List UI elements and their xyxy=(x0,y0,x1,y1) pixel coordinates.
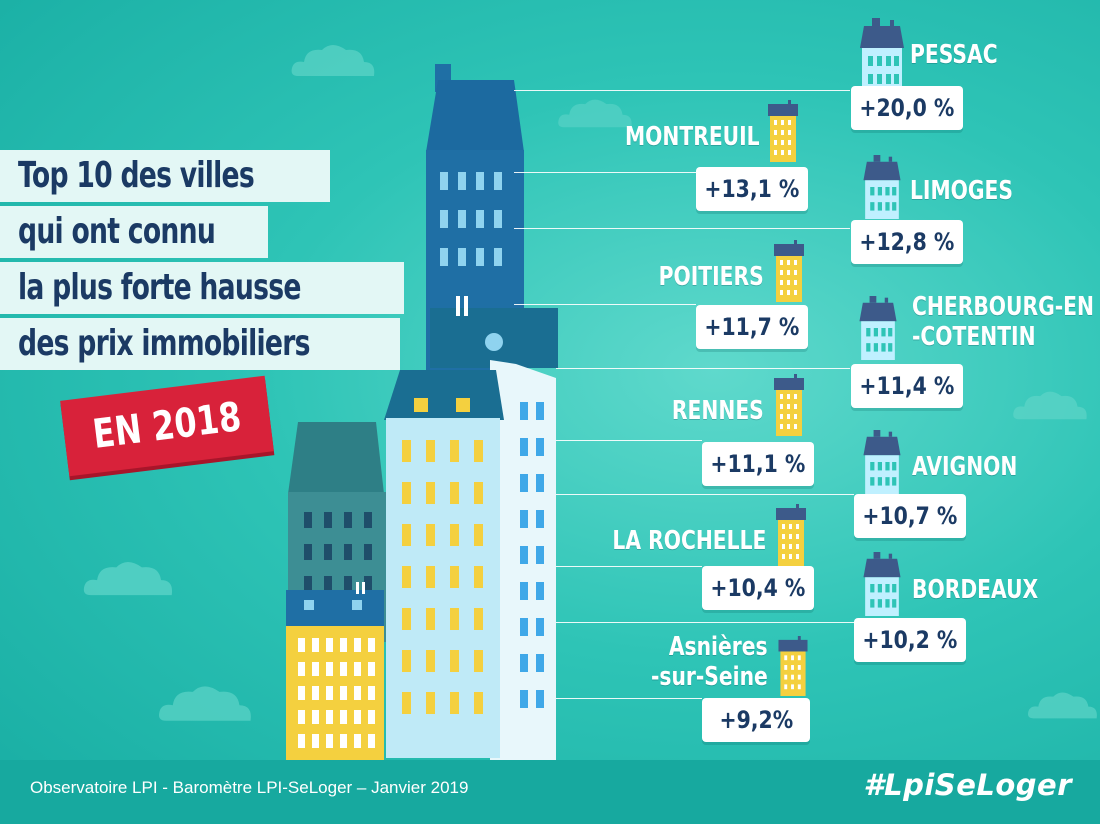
change-badge-limoges: +12,8 % xyxy=(851,220,963,264)
yellow-building-icon xyxy=(774,374,804,436)
connector-line xyxy=(514,172,696,173)
yellow-building-icon xyxy=(778,636,808,696)
connector-line xyxy=(556,566,702,567)
connector-line xyxy=(556,368,850,369)
yellow-building-icon xyxy=(774,240,804,302)
city-name-poitiers: POITIERS xyxy=(658,262,764,292)
city-name-bordeaux: BORDEAUX xyxy=(912,575,1039,605)
building-cluster-illustration xyxy=(286,64,558,760)
yellow-building-icon xyxy=(776,504,806,566)
year-badge: EN 2018 xyxy=(60,375,274,477)
connector-line xyxy=(514,304,696,305)
connector-line xyxy=(556,494,854,495)
source-credit: Observatoire LPI - Baromètre LPI-SeLoger… xyxy=(30,778,469,797)
city-name-limoges: LIMOGES xyxy=(910,176,1013,206)
cloud-decoration xyxy=(1028,692,1097,719)
footer-bar xyxy=(0,760,1100,824)
city-name-pessac: PESSAC xyxy=(910,40,998,70)
house-icon xyxy=(860,18,904,94)
cloud-decoration xyxy=(83,562,173,596)
city-name-cherbourg-line2: -COTENTIN xyxy=(912,322,1036,352)
change-badge-asnieres: +9,2% xyxy=(702,698,810,742)
cloud-decoration xyxy=(159,686,251,721)
cloud-decoration xyxy=(291,45,375,76)
house-icon xyxy=(863,430,901,494)
title-line-3: la plus forte hausse xyxy=(0,262,404,314)
city-name-asnieres-line2: -sur-Seine xyxy=(651,662,768,692)
city-name-rennes: RENNES xyxy=(672,396,764,426)
city-name-asnieres-line1: Asnières xyxy=(669,632,768,662)
change-badge-montreuil: +13,1 % xyxy=(696,167,808,211)
title-line-2: qui ont connu xyxy=(0,206,268,258)
city-name-la-rochelle: LA ROCHELLE xyxy=(612,526,766,556)
city-name-cherbourg-line1: CHERBOURG-EN xyxy=(912,292,1094,322)
change-badge-avignon: +10,7 % xyxy=(854,494,966,538)
house-icon xyxy=(859,296,897,360)
change-badge-poitiers: +11,7 % xyxy=(696,305,808,349)
change-badge-bordeaux: +10,2 % xyxy=(854,618,966,662)
change-badge-la-rochelle: +10,4 % xyxy=(702,566,814,610)
year-badge-label: EN 2018 xyxy=(90,394,244,458)
change-badge-cherbourg: +11,4 % xyxy=(851,364,963,408)
connector-line xyxy=(556,622,854,623)
cloud-decoration xyxy=(1013,391,1087,420)
change-badge-rennes: +11,1 % xyxy=(702,442,814,486)
connector-line xyxy=(556,698,702,699)
city-name-avignon: AVIGNON xyxy=(912,452,1018,482)
title-line-4: des prix immobiliers xyxy=(0,318,400,370)
change-badge-pessac: +20,0 % xyxy=(851,86,963,130)
connector-line xyxy=(514,228,850,229)
house-icon xyxy=(863,155,901,219)
house-icon xyxy=(863,552,901,616)
yellow-building-icon xyxy=(768,100,798,162)
connector-line xyxy=(556,440,702,441)
hashtag: #LpiSeLoger xyxy=(863,768,1072,802)
connector-line xyxy=(514,90,850,91)
cloud-decoration xyxy=(558,99,632,128)
title-line-1: Top 10 des villes xyxy=(0,150,330,202)
city-name-montreuil: MONTREUIL xyxy=(625,122,760,152)
